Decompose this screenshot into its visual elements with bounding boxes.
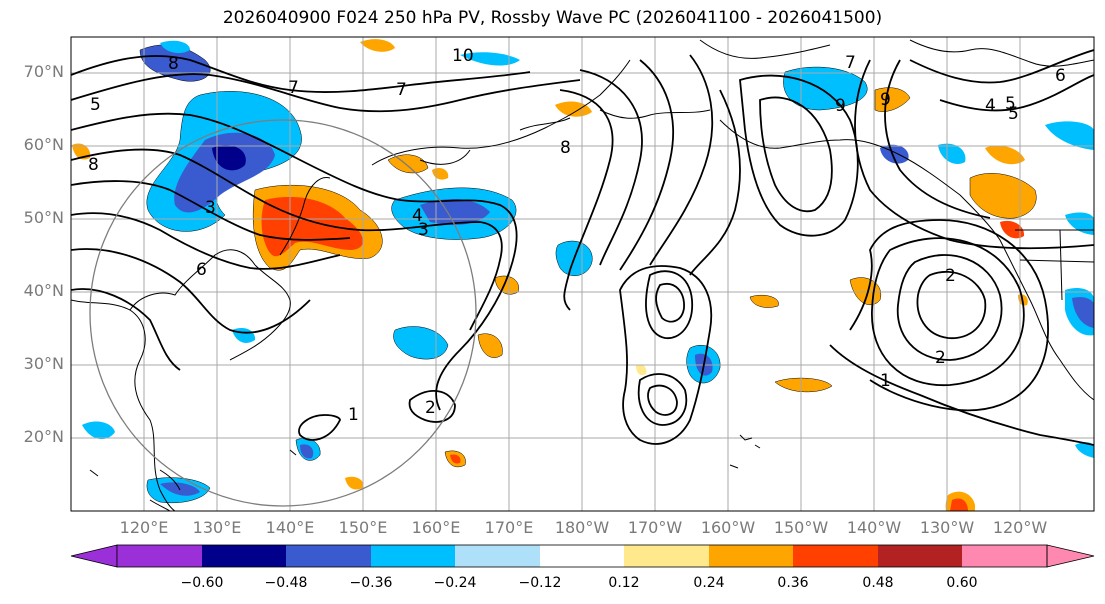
contour-label: 8 bbox=[168, 54, 179, 74]
lon-label-150w: 150°W bbox=[773, 518, 829, 537]
contour-label: 1 bbox=[348, 405, 359, 425]
contour-label: 9 bbox=[835, 96, 846, 116]
lon-label-130e: 130°E bbox=[192, 518, 242, 537]
contour-label: 7 bbox=[288, 78, 299, 98]
colorbar-tick: 0.36 bbox=[777, 575, 809, 591]
colorbar-tick: −0.60 bbox=[180, 575, 224, 591]
lon-label-160e: 160°E bbox=[411, 518, 461, 537]
contour-label: 3 bbox=[205, 198, 216, 218]
colorbar-tick: −0.36 bbox=[349, 575, 393, 591]
lon-label-170w: 170°W bbox=[627, 518, 683, 537]
colorbar-extend-high bbox=[1046, 544, 1095, 568]
contour-label: 6 bbox=[196, 260, 207, 280]
pv-contours bbox=[71, 49, 1094, 446]
lon-label-140w: 140°W bbox=[846, 518, 902, 537]
lon-label-180w: 180°W bbox=[554, 518, 610, 537]
lat-label-60n: 60°N bbox=[23, 135, 64, 154]
contour-label: 8 bbox=[88, 155, 99, 175]
contour-label: 5 bbox=[1008, 104, 1019, 124]
lon-label-150e: 150°E bbox=[338, 518, 388, 537]
lat-label-30n: 30°N bbox=[23, 354, 64, 373]
colorbar-tick: 0.60 bbox=[946, 575, 978, 591]
lon-label-140e: 140°E bbox=[265, 518, 315, 537]
graticule bbox=[71, 37, 1094, 511]
contour-label: 3 bbox=[418, 220, 429, 240]
contour-label: 6 bbox=[1055, 66, 1066, 86]
colorbar-tick: 0.24 bbox=[693, 575, 725, 591]
contour-label: 7 bbox=[396, 80, 407, 100]
colorbar bbox=[70, 544, 1095, 568]
lon-label-120w: 120°W bbox=[992, 518, 1048, 537]
map-title: 2026040900 F024 250 hPa PV, Rossby Wave … bbox=[222, 8, 883, 28]
lat-label-50n: 50°N bbox=[23, 208, 64, 227]
colorbar-extend-low bbox=[70, 544, 118, 568]
map-frame bbox=[70, 36, 1095, 512]
contour-label: 5 bbox=[1005, 94, 1016, 114]
contour-label: 2 bbox=[935, 348, 946, 368]
lat-label-40n: 40°N bbox=[23, 281, 64, 300]
contour-label: 5 bbox=[90, 95, 101, 115]
great-circle-outline bbox=[89, 119, 477, 507]
lat-label-20n: 20°N bbox=[23, 427, 64, 446]
contour-label: 7 bbox=[845, 53, 856, 73]
contour-label: 9 bbox=[880, 90, 891, 110]
colorbar-tick: −0.48 bbox=[264, 575, 308, 591]
contour-label: 10 bbox=[452, 46, 474, 66]
coastlines bbox=[71, 39, 1094, 511]
colorbar-tick: −0.24 bbox=[433, 575, 477, 591]
colorbar-tick: 0.12 bbox=[608, 575, 640, 591]
colorbar-tick: −0.12 bbox=[518, 575, 562, 591]
contour-label: 8 bbox=[560, 138, 571, 158]
colorbar-tick: 0.48 bbox=[862, 575, 894, 591]
lon-label-170e: 170°E bbox=[484, 518, 534, 537]
contour-label: 4 bbox=[985, 96, 996, 116]
lat-label-70n: 70°N bbox=[23, 62, 64, 81]
contour-label: 2 bbox=[945, 266, 956, 286]
contour-label: 2 bbox=[425, 398, 436, 418]
lon-label-160w: 160°W bbox=[700, 518, 756, 537]
contour-label: 1 bbox=[880, 371, 891, 391]
lon-label-120e: 120°E bbox=[119, 518, 169, 537]
contour-label: 4 bbox=[412, 206, 423, 226]
lon-label-130w: 130°W bbox=[919, 518, 975, 537]
